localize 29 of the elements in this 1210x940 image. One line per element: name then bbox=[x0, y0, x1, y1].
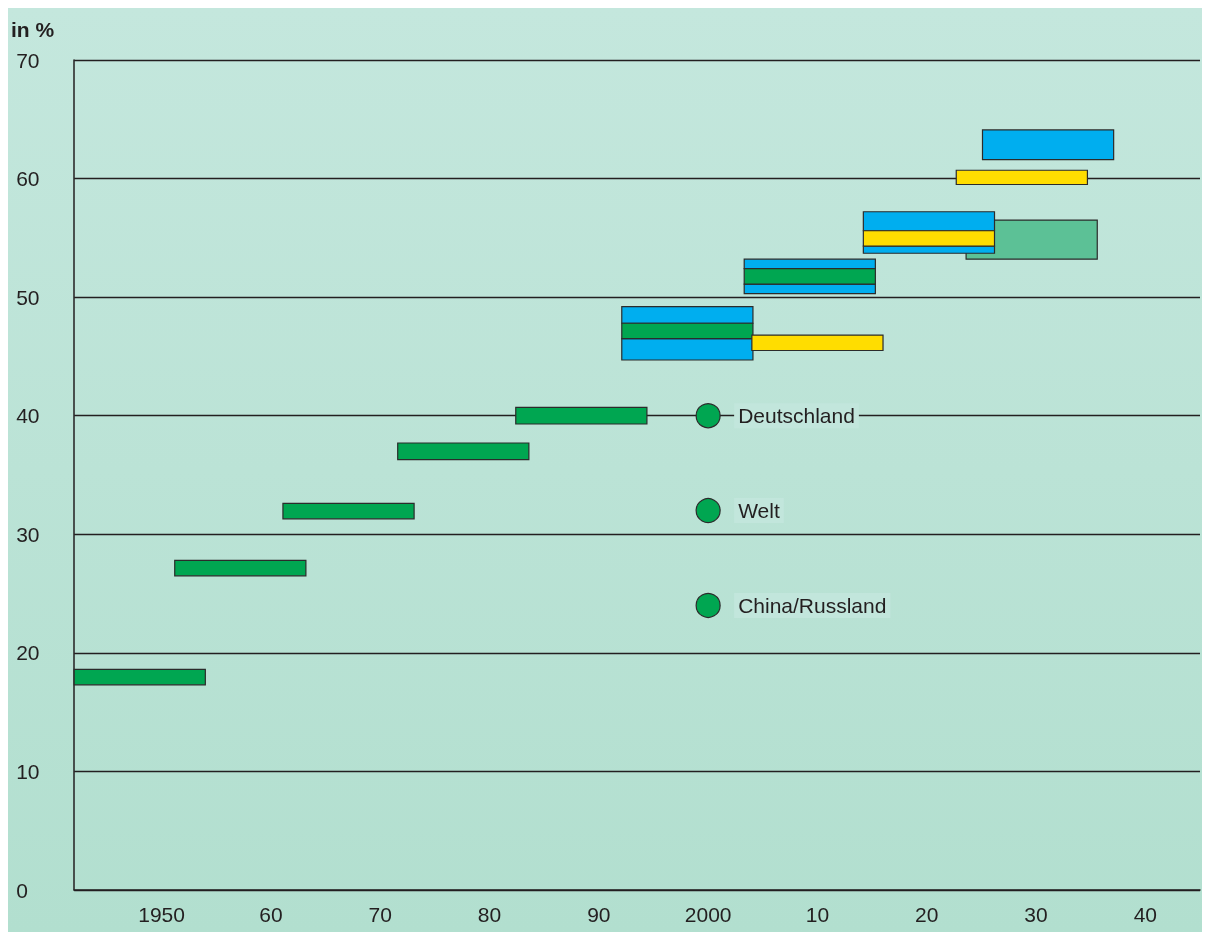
y-tick-label: 0 bbox=[16, 878, 28, 902]
x-tick-label: 70 bbox=[368, 903, 392, 926]
x-tick-label: 30 bbox=[1024, 903, 1048, 926]
annotation: Deutschland bbox=[738, 404, 855, 428]
x-tick-label: 10 bbox=[805, 903, 830, 926]
bar bbox=[282, 502, 415, 520]
annotation: Welt bbox=[738, 499, 780, 523]
bar bbox=[174, 559, 307, 577]
x-tick-label: 60 bbox=[259, 903, 283, 926]
x-tick-label: 1950 bbox=[138, 903, 185, 926]
y-tick-label: 70 bbox=[16, 48, 40, 72]
bar bbox=[397, 442, 530, 461]
x-tick-label: 90 bbox=[587, 903, 611, 926]
y-tick-label: 20 bbox=[16, 641, 40, 665]
y-tick-label: 10 bbox=[16, 759, 40, 783]
y-tick-label: 40 bbox=[16, 404, 40, 428]
y-tick-label: 60 bbox=[16, 167, 40, 191]
point bbox=[695, 497, 721, 524]
point bbox=[695, 403, 721, 429]
x-tick-label: 80 bbox=[477, 903, 502, 926]
x-tick-label: 2000 bbox=[684, 903, 732, 926]
y-axis-title: in % bbox=[11, 18, 55, 41]
bar bbox=[981, 129, 1115, 161]
x-tick-label: 40 bbox=[1133, 903, 1158, 926]
y-tick-label: 50 bbox=[16, 285, 40, 309]
point bbox=[695, 592, 721, 619]
y-tick-label: 30 bbox=[16, 522, 40, 546]
x-tick-label: 20 bbox=[915, 903, 939, 926]
annotation: China/Russland bbox=[738, 593, 887, 617]
